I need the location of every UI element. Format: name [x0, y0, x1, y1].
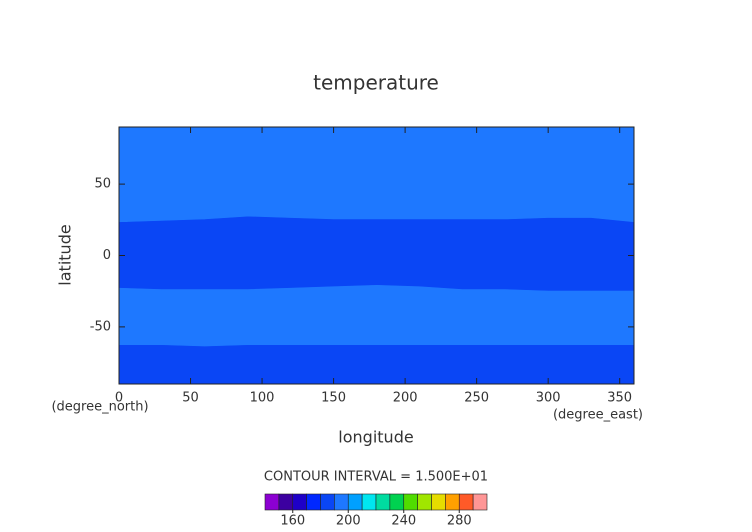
colorbar-box [292, 493, 307, 511]
y-unit: (degree_north) [51, 400, 148, 415]
colorbar-box [361, 493, 377, 511]
contour-line [118, 284, 634, 292]
y-axis-label: latitude [56, 224, 75, 285]
annotation: CONTOUR INTERVAL = 1.500E+01 [264, 470, 488, 485]
y-tick-label: 50 [94, 177, 111, 192]
x-tick-label: 200 [393, 391, 418, 406]
x-tick-label: 50 [182, 391, 199, 406]
colorbar-box [347, 493, 363, 511]
x-tick-label: 350 [607, 391, 632, 406]
x-tick-label: 150 [321, 391, 346, 406]
colorbar-box [431, 493, 446, 511]
x-unit: (degree_east) [553, 408, 643, 423]
x-tick-label: 250 [464, 391, 489, 406]
x-tick-label: 300 [536, 391, 561, 406]
band-fill [118, 126, 635, 223]
y-tick-label: 0 [103, 248, 111, 263]
chart-title: temperature [313, 71, 439, 95]
colorbar-box [278, 493, 294, 511]
band-fill [118, 285, 635, 348]
colorbar-box [320, 493, 335, 511]
colorbar-box [306, 493, 321, 511]
contour-line [119, 344, 634, 348]
y-tick-label: -50 [90, 319, 111, 334]
colorbar-tick-label: 160 [280, 514, 305, 529]
band-fill [118, 345, 635, 385]
colorbar-box [472, 493, 488, 511]
band-fill [118, 216, 635, 292]
x-tick-label: 100 [250, 391, 275, 406]
colorbar-box [264, 493, 280, 511]
contour-line [118, 216, 635, 224]
colorbar-tick-label: 280 [447, 514, 472, 529]
colorbar-box [334, 493, 349, 511]
colorbar-box [375, 493, 391, 511]
colorbar-box [458, 493, 474, 511]
colorbar-tick-label: 240 [391, 514, 416, 529]
colorbar-box [417, 493, 432, 511]
x-axis-label: longitude [338, 428, 413, 447]
colorbar-tick-label: 200 [336, 514, 361, 529]
x-tick-label: 0 [115, 391, 123, 406]
colorbar-box [403, 493, 418, 511]
colorbar-box [389, 493, 405, 511]
colorbar-box [445, 493, 460, 511]
